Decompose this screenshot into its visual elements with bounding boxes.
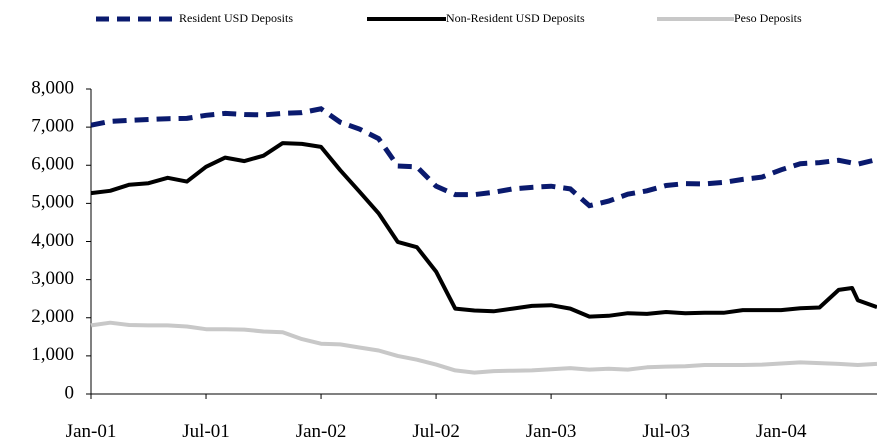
y-tick-label: 1,000 — [31, 344, 74, 365]
series-line-2 — [90, 141, 877, 319]
legend-label-2: Non-Resident USD Deposits — [446, 11, 585, 25]
axes: 0 1,000 2,000 3,000 4,000 5,000 6,000 7,000 8,00… — [31, 77, 877, 442]
x-tick-label: Jul-03 — [642, 421, 690, 442]
legend-label-1: Resident USD Deposits — [179, 11, 293, 25]
x-tick-label: Jul-01 — [182, 421, 230, 442]
y-tick-label: 4,000 — [31, 230, 74, 251]
x-tick-label: Jul-02 — [412, 421, 460, 442]
y-tick-label: 6,000 — [31, 154, 74, 175]
x-tick-label: Jan-03 — [526, 421, 577, 442]
x-tick-label: Jan-01 — [66, 421, 117, 442]
y-tick-label: 5,000 — [31, 192, 74, 213]
x-tick-label: Jan-04 — [756, 421, 807, 442]
y-tick-label: 2,000 — [31, 306, 74, 327]
series-line-3 — [90, 320, 877, 375]
legend-label-3: Peso Deposits — [734, 11, 802, 25]
y-tick-label: 3,000 — [31, 268, 74, 289]
legend: Resident USD Deposits Non-Resident USD De… — [96, 11, 802, 25]
plot-area — [90, 106, 877, 375]
y-tick-label: 0 — [65, 382, 75, 403]
x-tick-label: Jan-02 — [296, 421, 347, 442]
series-line-1 — [90, 106, 877, 209]
y-tick-label: 7,000 — [31, 115, 74, 136]
y-tick-label: 8,000 — [31, 77, 74, 98]
